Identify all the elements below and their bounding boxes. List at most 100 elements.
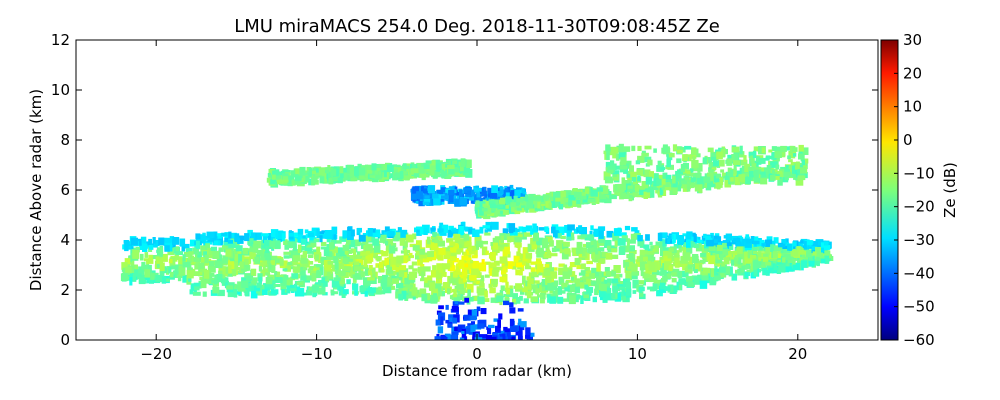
echo-cell bbox=[519, 295, 523, 301]
echo-cell bbox=[358, 167, 365, 176]
echo-cell bbox=[281, 233, 285, 241]
echo-cell bbox=[244, 290, 248, 296]
echo-cell bbox=[214, 274, 218, 283]
echo-cell bbox=[645, 234, 650, 241]
echo-cell bbox=[260, 253, 266, 261]
echo-cell bbox=[593, 240, 598, 249]
echo-cell bbox=[532, 223, 537, 232]
echo-cell bbox=[206, 231, 215, 238]
echo-cell bbox=[254, 256, 260, 264]
echo-cell bbox=[462, 327, 471, 334]
echo-cell bbox=[328, 242, 334, 250]
echo-cell bbox=[795, 165, 798, 170]
echo-cell bbox=[260, 233, 269, 237]
echo-cell bbox=[647, 286, 654, 290]
echo-cell bbox=[502, 267, 507, 273]
echo-cell bbox=[278, 171, 284, 178]
echo-cell bbox=[379, 234, 387, 243]
near-surface-clutter bbox=[434, 297, 535, 340]
echo-cell bbox=[331, 226, 338, 235]
echo-cell bbox=[604, 267, 610, 275]
echo-cell bbox=[696, 177, 704, 185]
echo-cell bbox=[627, 185, 633, 189]
colorbar-tick-label: 30 bbox=[903, 31, 922, 49]
echo-cell bbox=[179, 238, 186, 247]
echo-cell bbox=[649, 241, 653, 245]
echo-cell bbox=[474, 248, 478, 257]
echo-cell bbox=[479, 283, 485, 288]
echo-cell bbox=[433, 198, 441, 206]
echo-cell bbox=[581, 276, 585, 280]
echo-cell bbox=[752, 260, 758, 270]
echo-cell bbox=[549, 288, 553, 294]
echo-cell bbox=[704, 245, 708, 252]
echo-cell bbox=[641, 181, 649, 189]
echo-cell bbox=[687, 264, 695, 268]
echo-cell bbox=[212, 251, 220, 259]
echo-cell bbox=[390, 258, 398, 267]
echo-cell bbox=[784, 176, 789, 181]
echo-cell bbox=[404, 241, 408, 248]
echo-cell bbox=[365, 243, 373, 252]
echo-cell bbox=[637, 239, 645, 247]
echo-cell bbox=[475, 240, 483, 247]
echo-cell bbox=[780, 166, 787, 170]
echo-cell bbox=[613, 265, 621, 274]
echo-cell bbox=[783, 171, 792, 178]
echo-cell bbox=[348, 249, 352, 254]
echo-cell bbox=[148, 238, 152, 245]
echo-cell bbox=[489, 337, 497, 340]
echo-cell bbox=[400, 280, 408, 287]
echo-cell bbox=[318, 167, 325, 175]
echo-cell bbox=[447, 164, 455, 169]
echo-cell bbox=[493, 260, 500, 266]
echo-cell bbox=[544, 264, 550, 268]
echo-cell bbox=[263, 235, 268, 243]
echo-cell bbox=[538, 227, 545, 231]
echo-cell bbox=[494, 210, 500, 214]
echo-cell bbox=[182, 274, 188, 283]
echo-cell bbox=[467, 289, 471, 297]
echo-cell bbox=[719, 182, 723, 188]
echo-cell bbox=[195, 237, 201, 242]
echo-cell bbox=[530, 261, 538, 265]
echo-cell bbox=[728, 252, 732, 258]
echo-cell bbox=[198, 263, 205, 272]
echo-cell bbox=[319, 266, 324, 276]
echo-cell bbox=[244, 273, 251, 278]
echo-cell bbox=[571, 247, 580, 253]
echo-cell bbox=[758, 252, 766, 258]
echo-cell bbox=[724, 149, 728, 155]
echo-cell bbox=[689, 168, 694, 173]
echo-cell bbox=[462, 263, 469, 268]
echo-cell bbox=[203, 269, 210, 279]
echo-cell bbox=[495, 326, 500, 332]
echo-cell bbox=[505, 192, 512, 201]
echo-cell bbox=[423, 281, 431, 288]
echo-cell bbox=[254, 286, 261, 292]
echo-cell bbox=[677, 270, 683, 279]
echo-cell bbox=[458, 238, 465, 245]
echo-cell bbox=[363, 277, 371, 286]
echo-cell bbox=[448, 189, 455, 196]
echo-cell bbox=[584, 284, 589, 290]
echo-cell bbox=[625, 281, 632, 290]
echo-cell bbox=[263, 239, 272, 249]
echo-cell bbox=[525, 282, 529, 287]
echo-cell bbox=[129, 277, 133, 286]
echo-cell bbox=[627, 186, 635, 193]
echo-cell bbox=[246, 275, 251, 281]
echo-cell bbox=[195, 233, 201, 239]
echo-cell bbox=[582, 243, 589, 248]
echo-cell bbox=[252, 244, 259, 253]
echo-cell bbox=[765, 261, 772, 266]
echo-cell bbox=[368, 270, 373, 276]
echo-cell bbox=[750, 236, 755, 240]
echo-cell bbox=[792, 241, 797, 247]
echo-cell bbox=[638, 280, 645, 285]
echo-cell bbox=[532, 286, 537, 294]
echo-cell bbox=[753, 176, 761, 183]
echo-cell bbox=[580, 295, 584, 304]
echo-cell bbox=[771, 169, 775, 175]
